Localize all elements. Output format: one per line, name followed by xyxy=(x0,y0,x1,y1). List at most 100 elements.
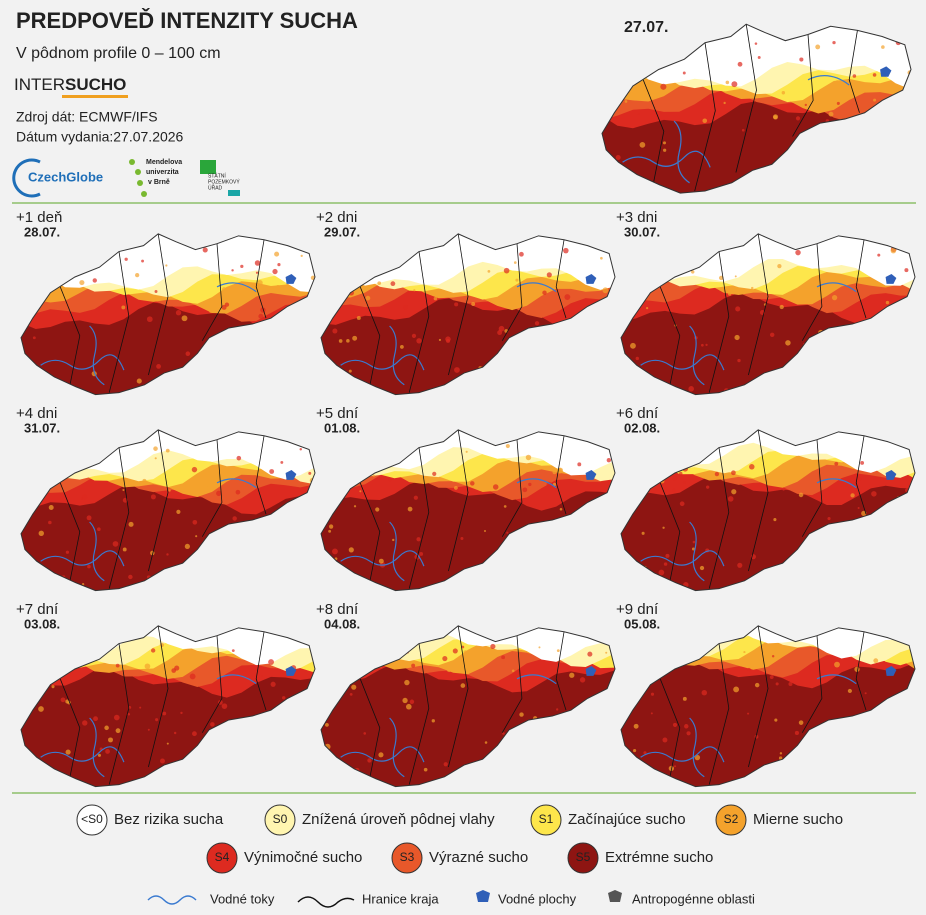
speckle xyxy=(154,457,157,460)
speckle xyxy=(165,448,170,453)
forecast-offset: +5 dní xyxy=(316,405,359,422)
speckle xyxy=(682,71,686,75)
speckle xyxy=(356,315,361,320)
speckle xyxy=(300,254,303,258)
forecast-date: 05.08. xyxy=(624,616,660,631)
speckle xyxy=(471,302,476,306)
speckle xyxy=(678,471,683,476)
speckle xyxy=(105,749,110,754)
speckle xyxy=(299,448,303,451)
speckle xyxy=(650,712,653,715)
speckle xyxy=(254,260,261,266)
speckle xyxy=(207,482,213,488)
speckle xyxy=(270,681,276,687)
speckle xyxy=(332,548,338,555)
speckle xyxy=(166,553,169,556)
speckle xyxy=(774,718,778,722)
speckle xyxy=(121,305,126,310)
speckle xyxy=(777,263,782,269)
speckle xyxy=(552,482,557,487)
speckle xyxy=(365,295,371,301)
speckle xyxy=(487,269,491,273)
legend-swatch xyxy=(391,842,423,874)
forecast-date: 31.07. xyxy=(24,420,60,435)
water-body xyxy=(885,666,897,676)
speckle xyxy=(665,553,670,558)
speckle xyxy=(363,732,367,735)
speckle xyxy=(731,81,738,88)
speckle xyxy=(407,506,413,512)
speckle xyxy=(338,339,343,343)
speckle xyxy=(175,310,182,316)
speckle xyxy=(127,713,131,716)
speckle xyxy=(825,287,829,292)
speckle xyxy=(411,333,417,338)
water-body xyxy=(585,470,597,480)
speckle xyxy=(180,711,183,715)
speckle xyxy=(877,253,881,257)
speckle xyxy=(269,469,275,474)
speckle xyxy=(328,529,332,533)
speckle xyxy=(515,278,519,282)
speckle xyxy=(231,269,234,272)
brand-logo: INTERSUCHO xyxy=(14,75,126,94)
speckle xyxy=(216,490,222,497)
speckle xyxy=(348,369,352,373)
legend: <S0 Bez rizika sucha S0 Znížená úroveň pôdn… xyxy=(76,804,843,874)
speckle xyxy=(749,464,755,470)
speckle xyxy=(79,280,85,286)
forecast-offset: +2 dni xyxy=(316,209,357,226)
speckle xyxy=(679,501,685,507)
speckle xyxy=(772,114,779,120)
water-body xyxy=(880,66,892,77)
speckle xyxy=(734,334,740,341)
speckle xyxy=(438,338,442,342)
legend-swatch xyxy=(206,842,238,874)
speckle xyxy=(136,378,142,384)
speckle xyxy=(522,487,528,493)
speckle xyxy=(221,287,227,292)
speckle xyxy=(38,706,44,712)
speckle xyxy=(460,683,466,688)
country-outline xyxy=(320,233,616,396)
speckle xyxy=(443,762,448,767)
forecast-date: 04.08. xyxy=(324,616,360,631)
speckle xyxy=(153,446,158,451)
speckle xyxy=(538,646,541,649)
speckle xyxy=(155,718,159,722)
speckle xyxy=(511,669,515,673)
speckle xyxy=(737,358,741,363)
speckle xyxy=(650,692,655,696)
speckle xyxy=(82,720,88,726)
speckle xyxy=(174,665,180,671)
speckle xyxy=(725,80,730,85)
country-outline xyxy=(320,429,616,592)
legend-code: S1 xyxy=(539,812,554,826)
country-outline xyxy=(20,625,316,788)
speckle xyxy=(413,495,418,500)
speckle xyxy=(257,280,263,286)
speckle xyxy=(771,655,775,658)
speckle xyxy=(32,336,36,340)
speckle xyxy=(353,505,357,508)
speckle xyxy=(686,731,691,736)
legend-label: Bez rizika sucha xyxy=(114,811,224,828)
speckle xyxy=(799,57,804,62)
speckle xyxy=(798,720,804,725)
source: Zdroj dát: ECMWF/IFS xyxy=(16,109,158,125)
forecast-date: 02.08. xyxy=(624,420,660,435)
legend-code: S5 xyxy=(576,850,591,864)
speckle xyxy=(860,460,865,465)
speckle xyxy=(706,485,710,489)
speckle xyxy=(827,517,831,521)
speckle xyxy=(240,264,244,269)
speckle xyxy=(747,712,750,715)
speckle xyxy=(173,731,177,735)
speckle xyxy=(431,719,435,723)
speckle xyxy=(854,666,860,672)
speckle xyxy=(737,61,743,67)
speckle xyxy=(483,529,486,532)
speckle xyxy=(699,565,705,571)
speckle xyxy=(48,505,54,511)
speckle xyxy=(282,696,286,700)
